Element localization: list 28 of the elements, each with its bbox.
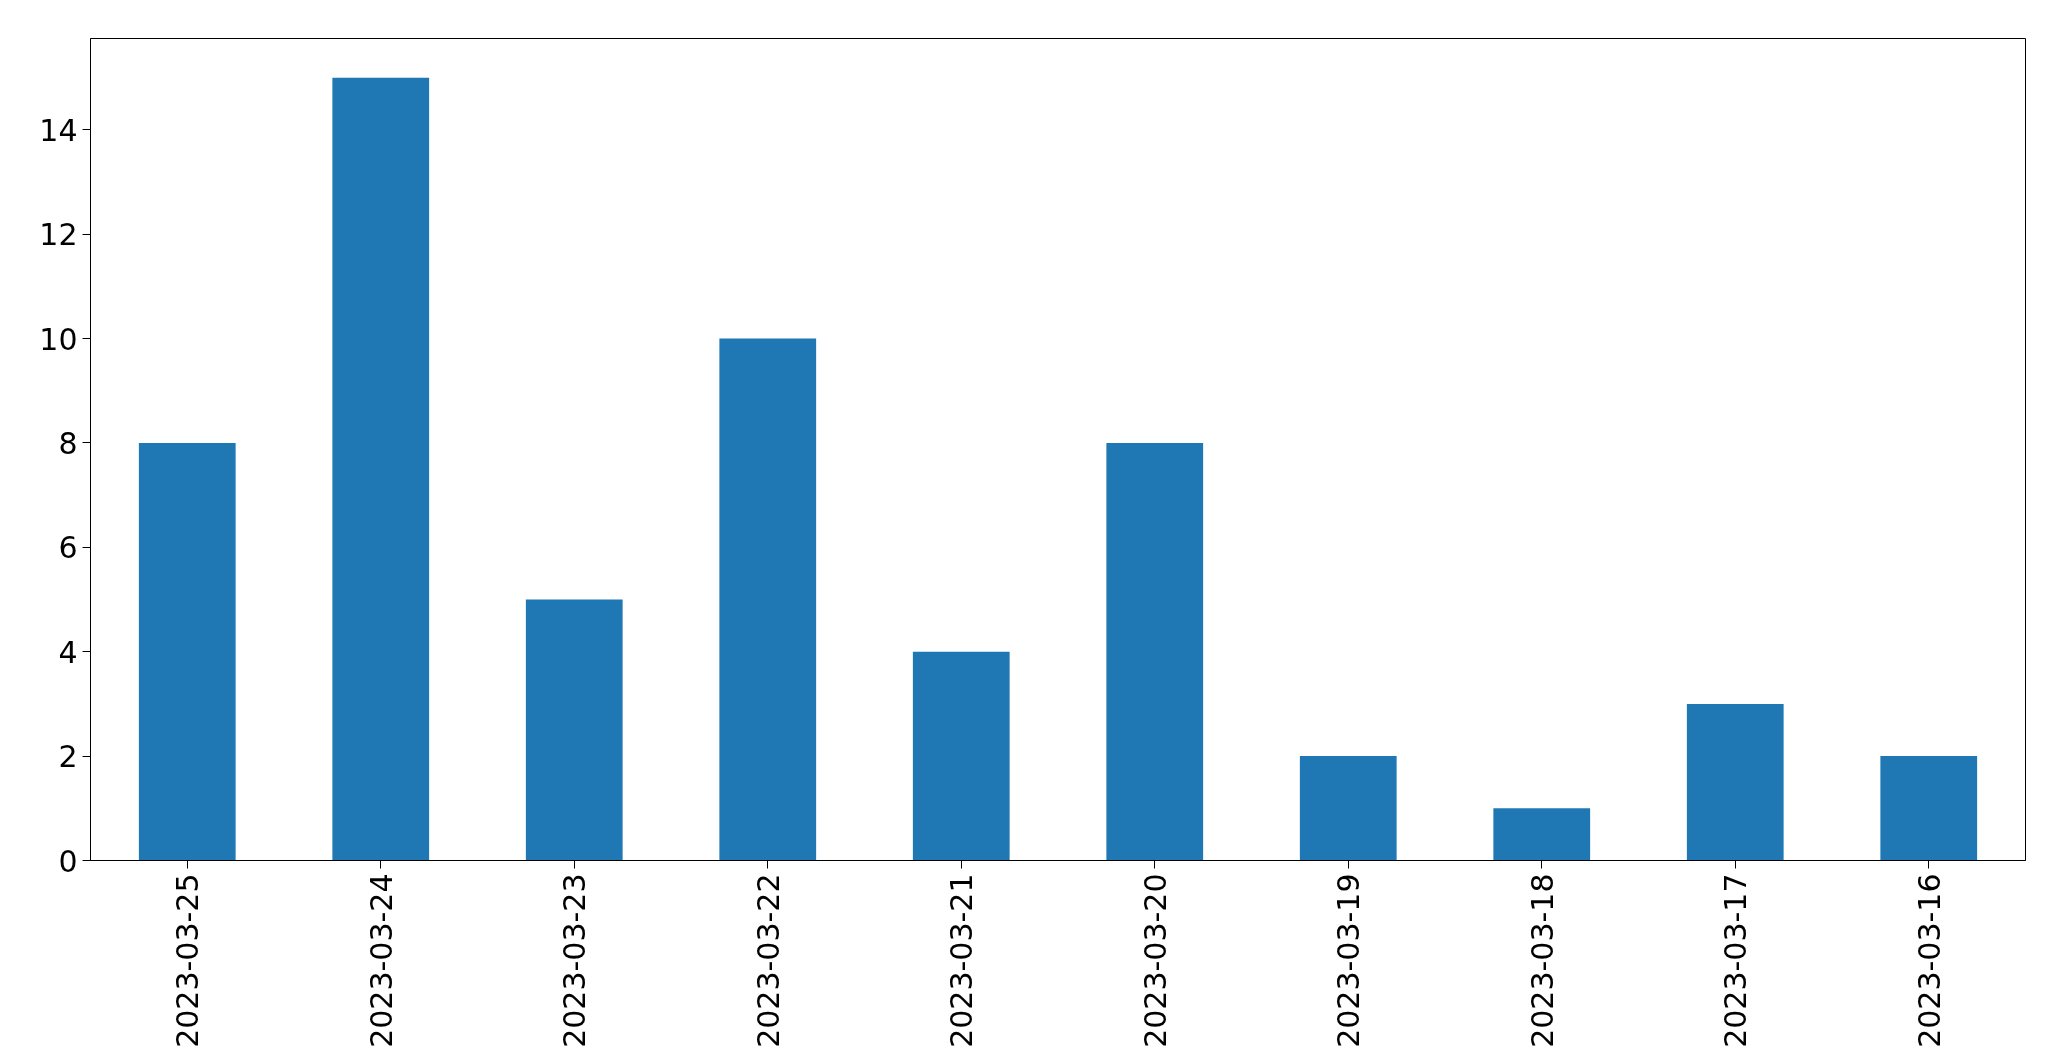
bar bbox=[332, 77, 430, 861]
y-tick-label: 10 bbox=[39, 321, 78, 357]
x-tick-label: 2023-03-24 bbox=[363, 873, 399, 1048]
y-tick-label: 14 bbox=[39, 112, 78, 148]
x-tick-label: 2023-03-23 bbox=[557, 873, 593, 1048]
x-tick-label: 2023-03-25 bbox=[170, 873, 206, 1048]
bar bbox=[525, 599, 623, 861]
y-tick-label: 8 bbox=[58, 425, 78, 461]
y-tick-label: 0 bbox=[58, 843, 78, 879]
bar bbox=[912, 651, 1010, 861]
x-tick-label: 2023-03-20 bbox=[1137, 873, 1173, 1048]
x-tick-label: 2023-03-21 bbox=[944, 873, 980, 1048]
bar bbox=[1880, 756, 1978, 861]
y-tick-label: 4 bbox=[58, 634, 78, 670]
y-tick-label: 6 bbox=[58, 530, 78, 566]
bar bbox=[1299, 756, 1397, 861]
bar bbox=[1493, 808, 1591, 861]
y-tick-label: 12 bbox=[39, 217, 78, 253]
bar bbox=[1686, 703, 1784, 861]
bar bbox=[138, 442, 236, 861]
x-tick-label: 2023-03-19 bbox=[1331, 873, 1367, 1048]
x-tick-label: 2023-03-22 bbox=[750, 873, 786, 1048]
x-tick-label: 2023-03-17 bbox=[1718, 873, 1754, 1048]
bar bbox=[719, 338, 817, 861]
y-tick-label: 2 bbox=[58, 739, 78, 775]
bar bbox=[1106, 442, 1204, 861]
x-tick-label: 2023-03-16 bbox=[1911, 873, 1947, 1048]
x-tick-label: 2023-03-18 bbox=[1524, 873, 1560, 1048]
